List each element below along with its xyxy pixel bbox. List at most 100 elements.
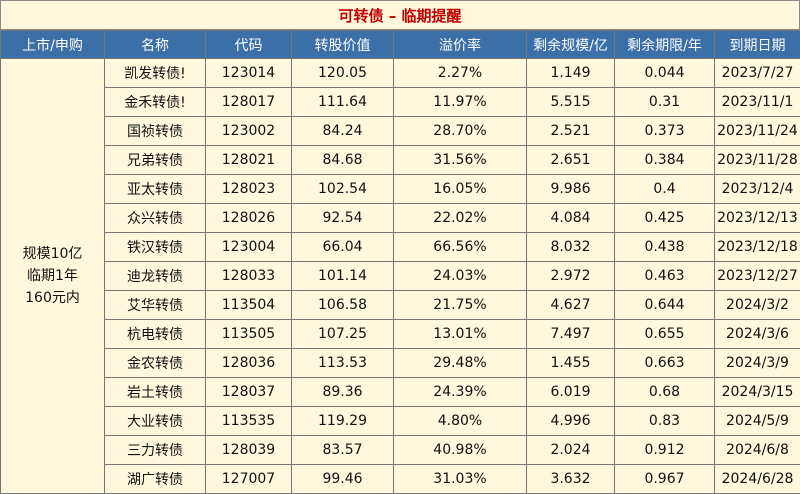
- table-cell: 31.56%: [394, 146, 527, 175]
- table-cell: 84.24: [292, 117, 394, 146]
- table-cell: 13.01%: [394, 320, 527, 349]
- table-cell: 2024/6/28: [715, 465, 800, 494]
- table-cell: 2.521: [527, 117, 615, 146]
- table-cell: 113.53: [292, 349, 394, 378]
- table-cell: 兄弟转债: [105, 146, 206, 175]
- table-cell: 2.972: [527, 262, 615, 291]
- table-cell: 2024/3/15: [715, 378, 800, 407]
- table-cell: 7.497: [527, 320, 615, 349]
- table-cell: 8.032: [527, 233, 615, 262]
- table-cell: 2023/7/27: [715, 59, 800, 88]
- table-cell: 亚太转债: [105, 175, 206, 204]
- table-cell: 119.29: [292, 407, 394, 436]
- table-cell: 101.14: [292, 262, 394, 291]
- table-cell: 128021: [206, 146, 292, 175]
- table-cell: 0.967: [615, 465, 715, 494]
- table-cell: 1.149: [527, 59, 615, 88]
- table-cell: 2.651: [527, 146, 615, 175]
- table-cell: 4.80%: [394, 407, 527, 436]
- table-cell: 16.05%: [394, 175, 527, 204]
- table-cell: 102.54: [292, 175, 394, 204]
- table-cell: 24.39%: [394, 378, 527, 407]
- table-cell: 66.04: [292, 233, 394, 262]
- table-cell: 2023/11/1: [715, 88, 800, 117]
- bond-table: 上市/申购 名称 代码 转股价值 溢价率 剩余规模/亿 剩余期限/年 到期日期 …: [0, 30, 800, 494]
- table-cell: 2023/11/24: [715, 117, 800, 146]
- table-cell: 2024/3/2: [715, 291, 800, 320]
- header-row: 上市/申购 名称 代码 转股价值 溢价率 剩余规模/亿 剩余期限/年 到期日期: [1, 31, 800, 59]
- table-cell: 三力转债: [105, 436, 206, 465]
- header-cell: 转股价值: [292, 31, 394, 59]
- table-cell: 123004: [206, 233, 292, 262]
- group-label-line: 临期1年: [1, 265, 104, 287]
- table-cell: 5.515: [527, 88, 615, 117]
- group-label-line: 规模10亿: [1, 243, 104, 265]
- table-cell: 123014: [206, 59, 292, 88]
- table-cell: 金农转债: [105, 349, 206, 378]
- table-cell: 113504: [206, 291, 292, 320]
- table-cell: 2024/6/8: [715, 436, 800, 465]
- table-cell: 0.044: [615, 59, 715, 88]
- table-cell: 国祯转债: [105, 117, 206, 146]
- table-cell: 21.75%: [394, 291, 527, 320]
- table-cell: 铁汉转债: [105, 233, 206, 262]
- table-cell: 0.373: [615, 117, 715, 146]
- table-cell: 99.46: [292, 465, 394, 494]
- table-cell: 湖广转债: [105, 465, 206, 494]
- table-cell: 0.463: [615, 262, 715, 291]
- table-cell: 107.25: [292, 320, 394, 349]
- table-cell: 2023/12/18: [715, 233, 800, 262]
- table-cell: 0.4: [615, 175, 715, 204]
- sheet-title: 可转债 – 临期提醒: [0, 0, 800, 30]
- table-cell: 0.438: [615, 233, 715, 262]
- header-cell: 代码: [206, 31, 292, 59]
- table-cell: 0.663: [615, 349, 715, 378]
- table-cell: 0.83: [615, 407, 715, 436]
- table-cell: 128036: [206, 349, 292, 378]
- table-cell: 128023: [206, 175, 292, 204]
- table-cell: 1.455: [527, 349, 615, 378]
- table-cell: 127007: [206, 465, 292, 494]
- table-cell: 28.70%: [394, 117, 527, 146]
- table-cell: 大业转债: [105, 407, 206, 436]
- table-cell: 84.68: [292, 146, 394, 175]
- table-cell: 0.425: [615, 204, 715, 233]
- table-cell: 艾华转债: [105, 291, 206, 320]
- table-cell: 2023/12/13: [715, 204, 800, 233]
- table-cell: 89.36: [292, 378, 394, 407]
- table-cell: 0.644: [615, 291, 715, 320]
- table-cell: 0.384: [615, 146, 715, 175]
- table-cell: 2023/11/28: [715, 146, 800, 175]
- table-cell: 众兴转债: [105, 204, 206, 233]
- table-cell: 金禾转债!: [105, 88, 206, 117]
- table-cell: 2024/5/9: [715, 407, 800, 436]
- table-cell: 杭电转债: [105, 320, 206, 349]
- table-cell: 92.54: [292, 204, 394, 233]
- table-cell: 0.655: [615, 320, 715, 349]
- table-cell: 106.58: [292, 291, 394, 320]
- table-cell: 128039: [206, 436, 292, 465]
- table-cell: 11.97%: [394, 88, 527, 117]
- table-cell: 83.57: [292, 436, 394, 465]
- table-cell: 岩土转债: [105, 378, 206, 407]
- table-cell: 4.996: [527, 407, 615, 436]
- table-cell: 31.03%: [394, 465, 527, 494]
- header-cell: 名称: [105, 31, 206, 59]
- table-cell: 22.02%: [394, 204, 527, 233]
- table-cell: 2.27%: [394, 59, 527, 88]
- table-cell: 111.64: [292, 88, 394, 117]
- table-cell: 128026: [206, 204, 292, 233]
